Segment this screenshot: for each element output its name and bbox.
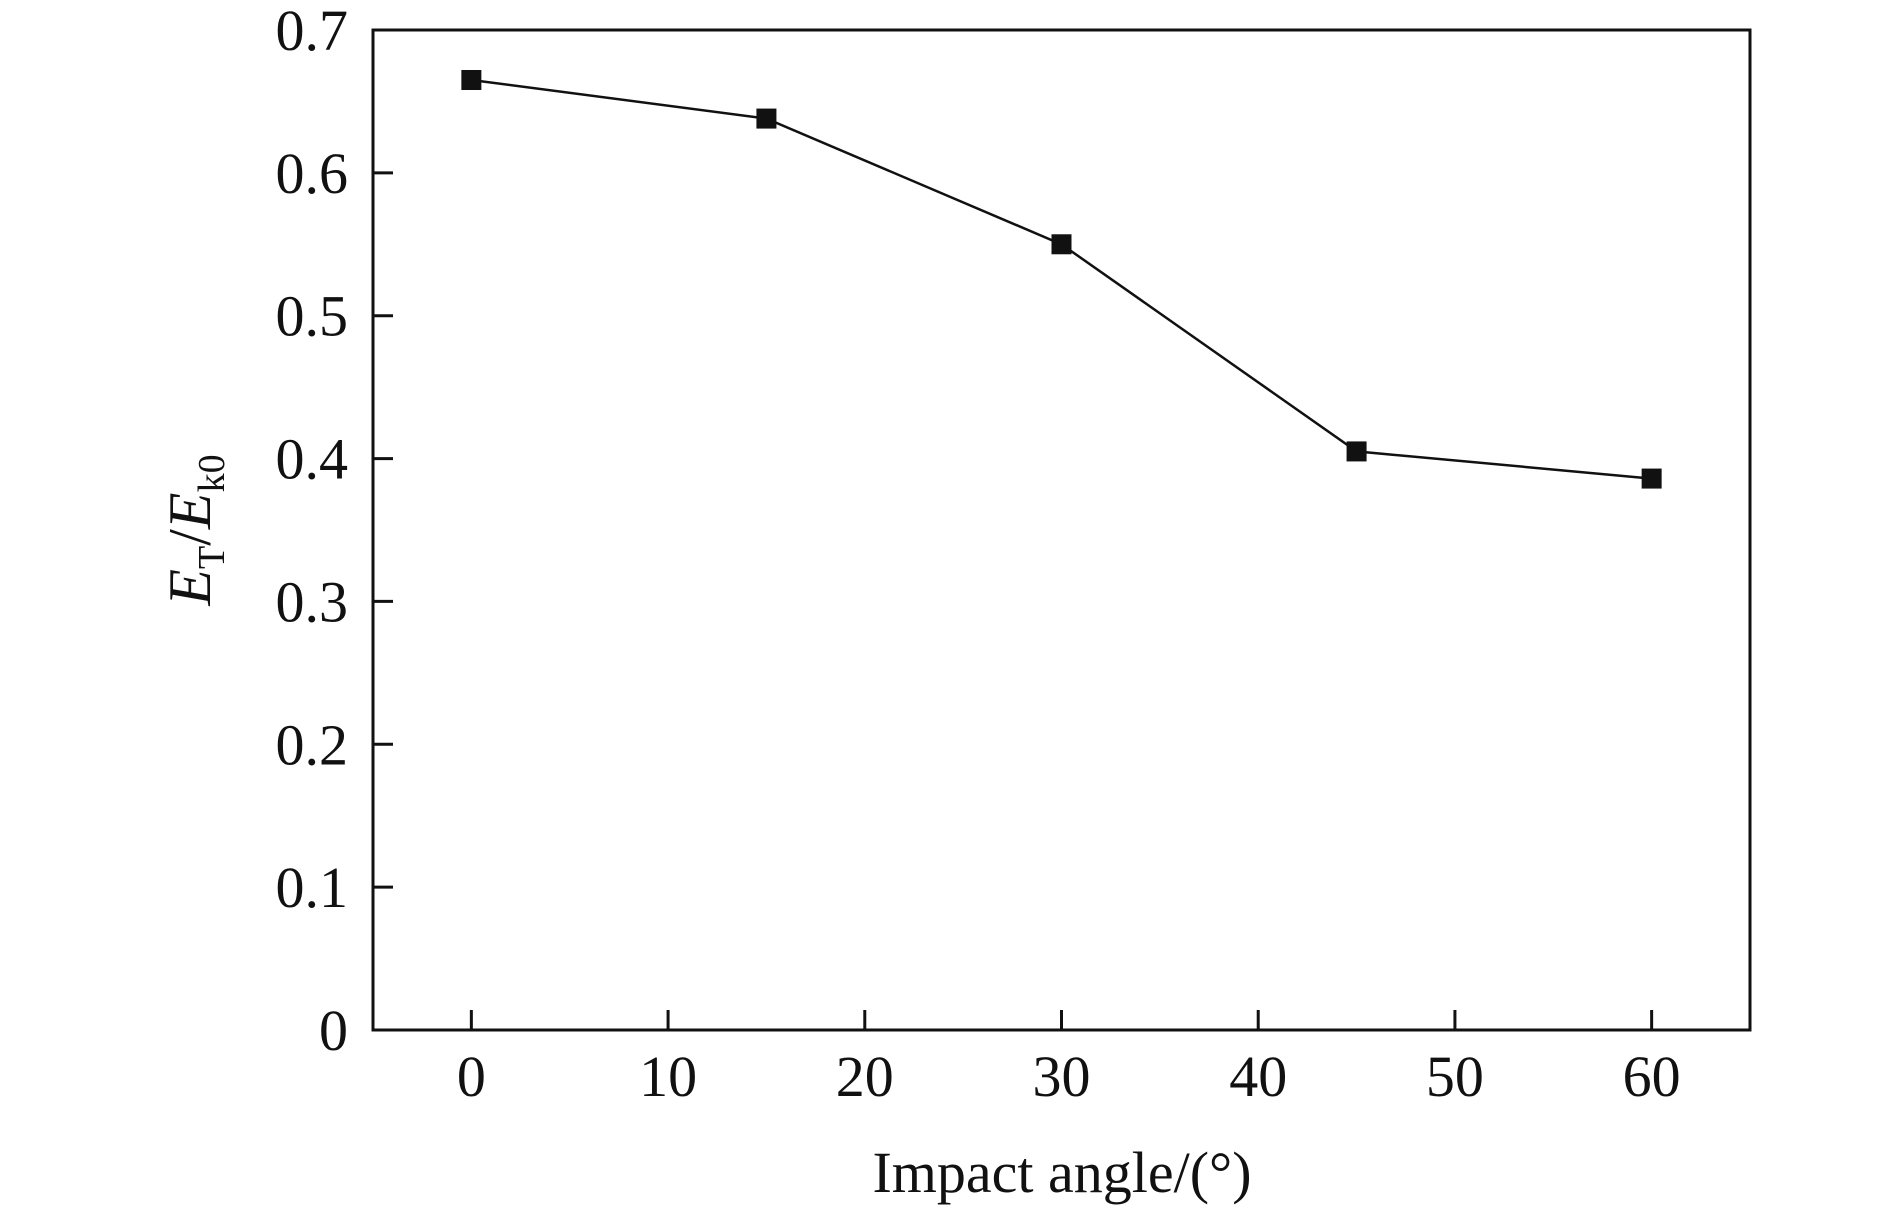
data-point — [756, 108, 777, 129]
y-tick-label: 0.7 — [276, 0, 349, 63]
x-ticks — [469, 1010, 1654, 1030]
y-title-num-symbol: E — [157, 569, 223, 607]
y-tick-label: 0.4 — [276, 427, 349, 492]
x-axis-title: Impact angle/(°) — [872, 1140, 1251, 1205]
data-point — [1641, 468, 1662, 489]
x-tick-label: 40 — [1229, 1044, 1287, 1109]
x-tick-label: 20 — [836, 1044, 894, 1109]
y-title-sep: / — [157, 529, 223, 546]
y-tick-label: 0.2 — [276, 712, 349, 777]
x-tick-label: 30 — [1033, 1044, 1091, 1109]
data-point — [461, 70, 482, 90]
series-group — [461, 70, 1662, 489]
data-point — [1051, 234, 1072, 255]
y-tick-label: 0.5 — [276, 284, 349, 349]
y-tick-labels: 0 0.1 0.2 0.3 0.4 0.5 0.6 0.7 — [276, 0, 349, 1063]
y-tick-label: 0.6 — [276, 141, 349, 206]
data-point — [1346, 441, 1367, 462]
y-ticks — [373, 28, 393, 1032]
x-tick-label: 50 — [1426, 1044, 1484, 1109]
y-tick-label: 0 — [319, 998, 348, 1063]
x-tick-labels: 0 10 20 30 40 50 60 — [457, 1044, 1681, 1109]
y-tick-label: 0.3 — [276, 569, 349, 634]
y-axis-title: ET/Ek0 — [157, 454, 233, 606]
y-title-den-sub: k0 — [191, 454, 233, 492]
series-line — [471, 78, 1652, 480]
y-tick-label: 0.1 — [276, 855, 349, 920]
plot-frame — [371, 28, 1752, 1032]
x-tick-label: 60 — [1623, 1044, 1681, 1109]
y-title-num-sub: T — [191, 546, 233, 569]
x-tick-label: 0 — [457, 1044, 486, 1109]
y-title-den-symbol: E — [157, 492, 223, 530]
x-tick-label: 10 — [639, 1044, 697, 1109]
